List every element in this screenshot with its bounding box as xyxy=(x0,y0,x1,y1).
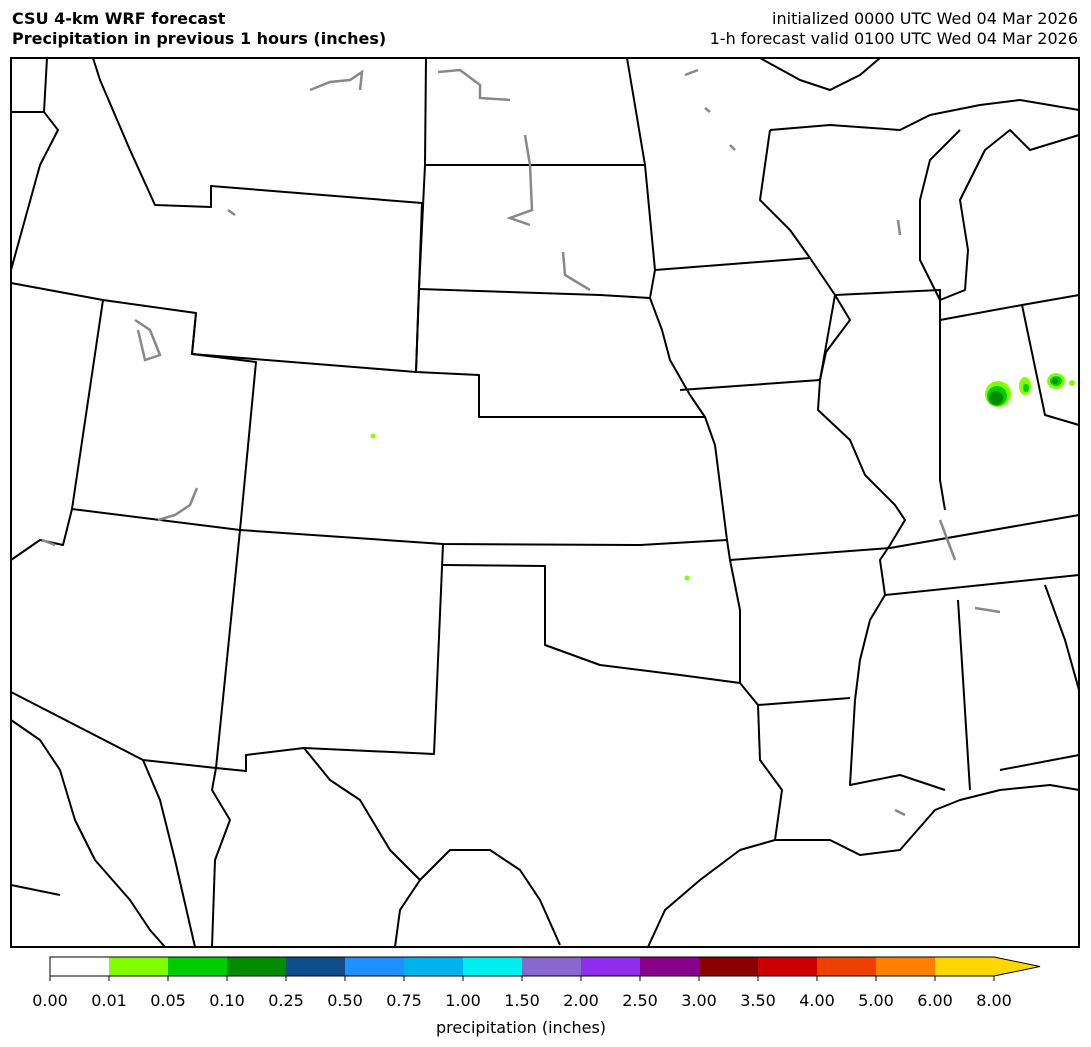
colorbar-segment xyxy=(345,957,405,976)
colorbar-segment xyxy=(168,957,228,976)
colorbar-segment xyxy=(581,957,641,976)
colorbar-segment xyxy=(935,957,995,976)
colorbar-segment xyxy=(699,957,759,976)
colorbar-tick-label: 1.50 xyxy=(504,991,540,1010)
colorbar: 0.00 0.01 0.05 0.10 0.25 0.50 0.75 1.00 1.50 2.00… xyxy=(32,956,1041,1010)
colorbar-tick-label: 5.00 xyxy=(858,991,894,1010)
init-time: initialized 0000 UTC Wed 04 Mar 2026 xyxy=(772,9,1078,28)
title: CSU 4-km WRF forecast xyxy=(12,9,226,28)
colorbar-outline xyxy=(49,956,1041,977)
colorbar-tick-label: 0.01 xyxy=(91,991,127,1010)
colorbar-tick-label: 3.00 xyxy=(681,991,717,1010)
colorbar-tick-label: 3.50 xyxy=(740,991,776,1010)
colorbar-tick-label: 0.10 xyxy=(209,991,245,1010)
map xyxy=(10,57,1080,948)
valid-time: 1-h forecast valid 0100 UTC Wed 04 Mar 2… xyxy=(710,29,1078,48)
colorbar-tick-label: 0.75 xyxy=(386,991,422,1010)
colorbar-tick-label: 8.00 xyxy=(976,991,1012,1010)
colorbar-segment xyxy=(286,957,346,976)
colorbar-extend xyxy=(994,957,1040,976)
colorbar-segment xyxy=(758,957,818,976)
colorbar-tick-label: 1.00 xyxy=(445,991,481,1010)
colorbar-tick-label: 2.00 xyxy=(563,991,599,1010)
colorbar-tick-label: 0.05 xyxy=(150,991,186,1010)
subtitle: Precipitation in previous 1 hours (inche… xyxy=(12,29,386,48)
colorbar-tick-label: 6.00 xyxy=(917,991,953,1010)
colorbar-tick-label: 0.25 xyxy=(268,991,304,1010)
colorbar-tick-label: 4.00 xyxy=(799,991,835,1010)
colorbar-label: precipitation (inches) xyxy=(436,1018,606,1037)
colorbar-segment xyxy=(522,957,582,976)
colorbar-tick-label: 0.00 xyxy=(32,991,68,1010)
colorbar-segment xyxy=(817,957,877,976)
colorbar-segment xyxy=(876,957,936,976)
colorbar-tick-label: 0.50 xyxy=(327,991,363,1010)
colorbar-segment xyxy=(50,957,110,976)
colorbar-segment xyxy=(640,957,700,976)
colorbar-segment xyxy=(463,957,523,976)
precipitation xyxy=(370,373,1075,581)
colorbar-segment xyxy=(109,957,169,976)
colorbar-segment xyxy=(227,957,287,976)
colorbar-tick-label: 2.50 xyxy=(622,991,658,1010)
colorbar-segment xyxy=(404,957,464,976)
